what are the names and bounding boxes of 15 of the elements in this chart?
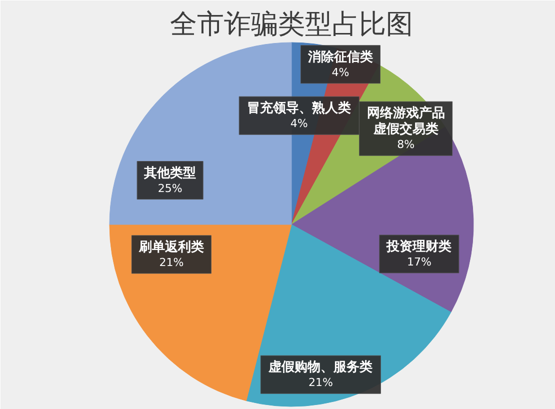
data-label: 8% [397, 138, 415, 152]
data-label: 17% [406, 255, 432, 268]
slice-label: 其他类型 [143, 166, 196, 181]
slice-label: 消除征信类 [306, 50, 373, 65]
data-label: 4% [332, 66, 350, 79]
slice-label: 冒充领导、熟人类 [247, 100, 352, 116]
slice-label: 刷单返利类 [138, 238, 204, 255]
slice-label: 投资理财类 [386, 239, 452, 254]
chart-title: 全市诈骗类型占比图 [170, 9, 413, 40]
slice-label: 虚假购物、服务类 [268, 360, 373, 376]
data-label: 21% [159, 256, 184, 269]
data-label: 21% [308, 376, 333, 390]
data-label: 25% [158, 182, 182, 195]
data-label: 4% [290, 117, 308, 130]
slice-label: 网络游戏产品虚假交易类 [366, 105, 445, 138]
